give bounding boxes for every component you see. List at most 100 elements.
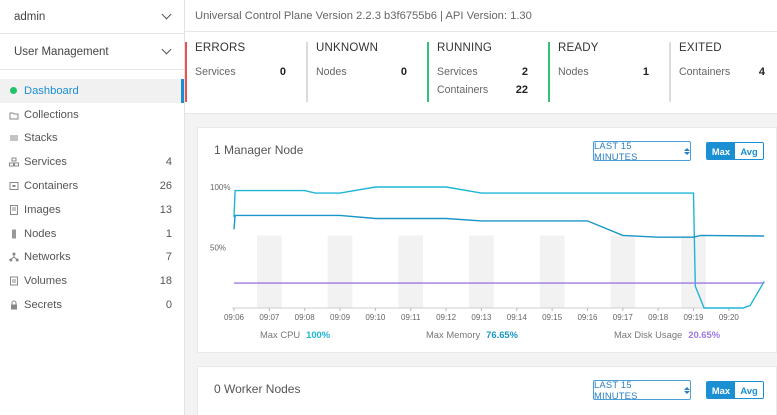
card-row: Nodes 0: [316, 63, 417, 81]
legend-item-disk: Max Disk Usage 20.65%: [614, 329, 720, 340]
sidebar-item-label: Nodes: [24, 227, 57, 240]
chart-band: [610, 235, 636, 308]
section-select[interactable]: User Management: [0, 34, 184, 70]
panel-title: 0 Worker Nodes: [214, 382, 301, 396]
chart-band: [681, 235, 706, 308]
sidebar-item-secrets[interactable]: Secrets 0: [0, 293, 184, 317]
time-range-label: LAST 15 MINUTES: [594, 140, 638, 162]
card-row: Containers 4: [679, 63, 767, 81]
sidebar-item-count: 0: [165, 299, 172, 312]
card-row-label: Nodes: [558, 66, 589, 78]
card-title: UNKNOWN: [316, 42, 379, 54]
status-card-ready[interactable]: READY Nodes 1: [548, 32, 669, 113]
avg-toggle-button[interactable]: Avg: [735, 382, 763, 398]
time-range-label: LAST 15 MINUTES: [594, 379, 638, 401]
card-row: Containers 22: [437, 81, 538, 99]
lock-icon: [8, 300, 19, 310]
sidebar-item-label: Secrets: [24, 299, 62, 312]
sidebar-item-volumes[interactable]: Volumes 18: [0, 269, 184, 293]
usage-chart: 100% 50% 09:06 09:07 09:08 09:09 09:10 09:11 09:…: [210, 183, 765, 322]
legend-item-cpu: Max CPU 100%: [260, 329, 330, 340]
status-summary: ERRORS Services 0 UNKNOWN Nodes 0 RUNNIN…: [185, 32, 777, 114]
card-row: Nodes 1: [558, 63, 659, 81]
sidebar-item-nodes[interactable]: Nodes 1: [0, 222, 184, 246]
card-title: EXITED: [679, 42, 722, 54]
card-row: Services 0: [195, 63, 296, 81]
sidebar-item-services[interactable]: Services 4: [0, 150, 184, 174]
legend-value: 76.65%: [486, 329, 518, 340]
nodes-icon: [8, 229, 19, 239]
x-tick-label: 09:09: [330, 313, 351, 322]
max-avg-toggle: Max Avg: [706, 142, 764, 160]
worker-nodes-panel: 0 Worker Nodes LAST 15 MINUTES Max Avg: [197, 366, 777, 415]
sidebar-item-stacks[interactable]: Stacks: [0, 127, 184, 151]
status-card-unknown[interactable]: UNKNOWN Nodes 0: [306, 32, 427, 113]
sidebar: admin User Management Dashboard Collecti…: [0, 0, 185, 415]
sidebar-item-count: 7: [165, 251, 172, 264]
x-tick-label: 09:07: [259, 313, 280, 322]
sidebar-item-label: Dashboard: [24, 84, 79, 97]
chart-band: [469, 235, 494, 308]
status-card-errors[interactable]: ERRORS Services 0: [185, 32, 306, 113]
services-icon: [8, 157, 19, 167]
sidebar-item-collections[interactable]: Collections: [0, 103, 184, 127]
time-range-select[interactable]: LAST 15 MINUTES: [593, 140, 691, 162]
legend-value: 100%: [306, 329, 331, 340]
sidebar-item-dashboard[interactable]: Dashboard: [0, 79, 184, 103]
sidebar-item-count: 13: [159, 203, 172, 216]
x-tick-label: 09:15: [542, 313, 563, 322]
legend-label: Max Disk Usage: [614, 329, 683, 340]
card-row-label: Containers: [679, 66, 731, 78]
status-card-exited[interactable]: EXITED Containers 4: [669, 32, 777, 113]
x-tick-label: 09:17: [613, 313, 634, 322]
max-avg-toggle: Max Avg: [706, 381, 764, 399]
y-tick-label: 50%: [210, 244, 226, 253]
images-icon: [8, 204, 19, 215]
card-title: ERRORS: [195, 42, 246, 54]
status-dot-icon: [8, 86, 19, 96]
sidebar-item-images[interactable]: Images 13: [0, 198, 184, 222]
chart-band: [398, 235, 424, 308]
containers-icon: [8, 181, 19, 191]
y-tick-label: 100%: [210, 183, 230, 192]
card-title: READY: [558, 42, 599, 54]
card-row-value: 22: [515, 84, 528, 96]
card-row-label: Nodes: [316, 66, 347, 78]
panel-title: 1 Manager Node: [214, 143, 304, 157]
max-toggle-button[interactable]: Max: [707, 143, 735, 159]
card-row-value: 1: [642, 66, 649, 78]
networks-icon: [8, 252, 19, 262]
sort-arrows-icon: [684, 147, 690, 155]
chart-band: [256, 235, 282, 308]
status-card-running[interactable]: RUNNING Services 2 Containers 22: [427, 32, 548, 113]
sidebar-item-label: Networks: [24, 251, 71, 264]
card-row-value: 4: [758, 66, 765, 78]
avg-toggle-button[interactable]: Avg: [735, 143, 763, 159]
sort-arrows-icon: [684, 386, 690, 394]
legend-value: 20.65%: [688, 329, 721, 340]
sidebar-item-label: Services: [24, 156, 67, 169]
card-row-value: 2: [521, 66, 528, 78]
x-tick-label: 09:11: [401, 313, 421, 322]
sidebar-item-label: Stacks: [24, 132, 58, 145]
top-bar: Universal Control Plane Version 2.2.3 b3…: [185, 0, 777, 32]
chart-band: [539, 235, 565, 308]
time-range-select[interactable]: LAST 15 MINUTES: [593, 379, 691, 401]
sidebar-item-label: Collections: [24, 108, 79, 121]
sidebar-item-containers[interactable]: Containers 26: [0, 174, 184, 198]
volumes-icon: [8, 276, 19, 286]
max-toggle-button[interactable]: Max: [707, 382, 735, 398]
chart-band: [327, 235, 353, 308]
sidebar-item-networks[interactable]: Networks 7: [0, 246, 184, 270]
sidebar-item-count: 26: [159, 180, 172, 193]
x-tick-label: 09:08: [295, 313, 316, 322]
card-row-label: Services: [437, 66, 478, 78]
card-title: RUNNING: [437, 42, 493, 54]
sidebar-item-label: Volumes: [24, 275, 67, 288]
x-tick-label: 09:20: [719, 313, 740, 322]
user-select[interactable]: admin: [0, 0, 184, 34]
stacks-icon: [8, 133, 19, 143]
chart-legend: Max CPU 100% Max Memory 76.65% Max Disk Us…: [198, 329, 777, 343]
sidebar-item-count: 4: [165, 156, 172, 169]
card-row-value: 0: [279, 66, 286, 78]
